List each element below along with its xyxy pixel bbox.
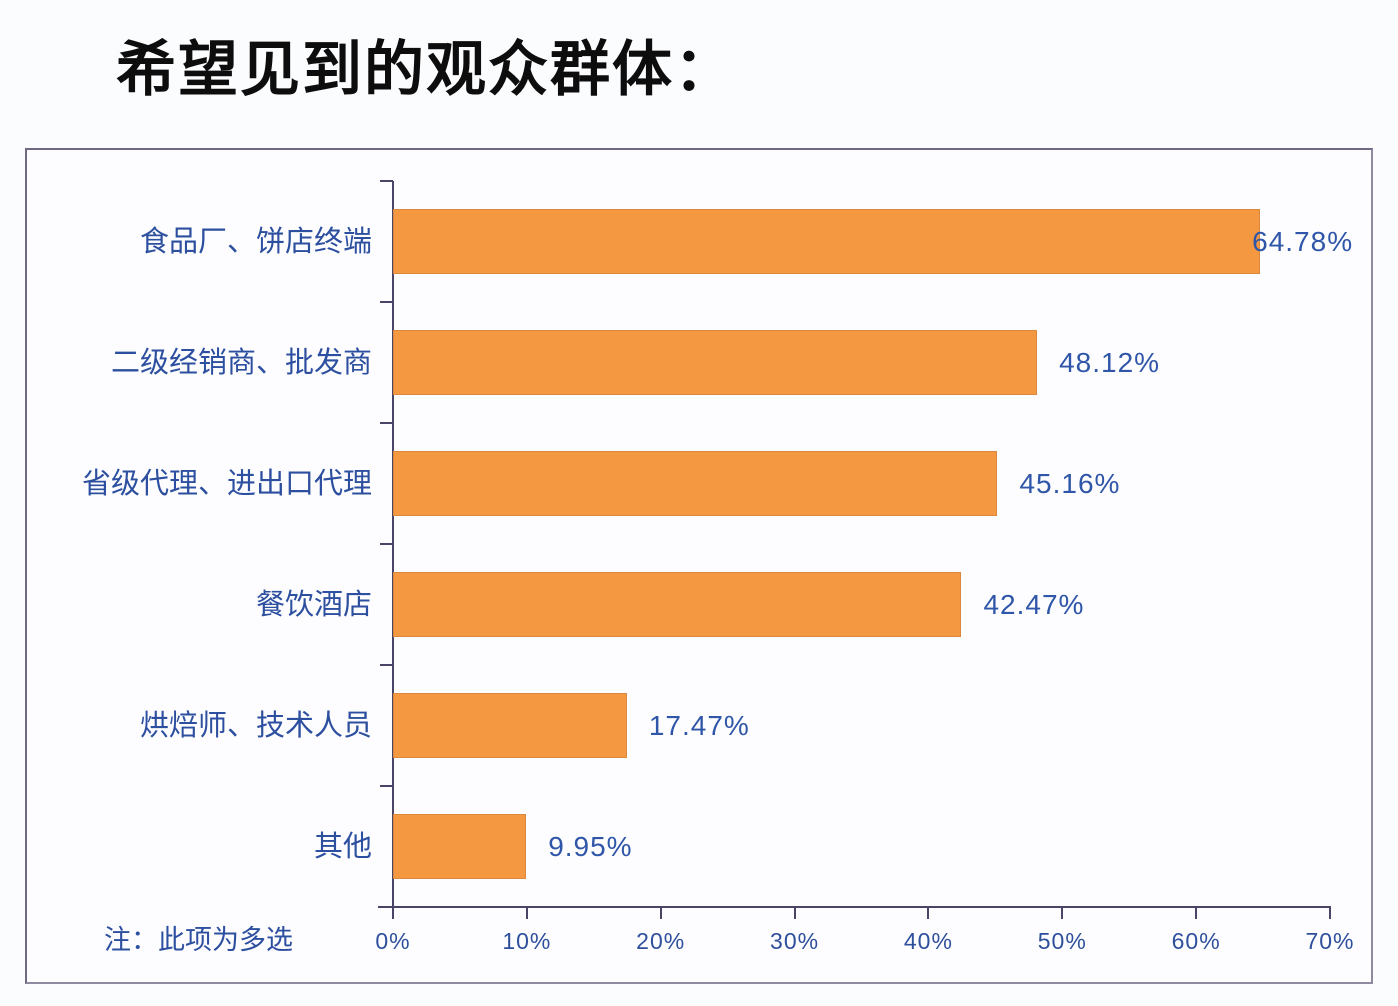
value-label: 64.78% [1252,225,1354,257]
value-label: 17.47% [648,709,750,741]
x-axis-tick-label: 50% [1037,928,1087,954]
value-label: 48.12% [1059,346,1161,378]
y-axis-tick [380,180,393,182]
y-axis-tick [380,664,393,666]
x-axis-tick-label: 60% [1171,928,1221,954]
y-axis-tick [380,301,393,303]
x-axis-tick-label: 30% [770,928,820,954]
category-label: 省级代理、进出口代理 [81,465,372,500]
bar-4 [393,692,627,758]
x-axis-tick-label: 70% [1305,928,1355,954]
x-axis-tick-label: 10% [502,928,552,954]
category-label: 其他 [313,828,372,863]
chart-frame [25,148,1373,984]
x-axis-tick [793,907,796,919]
x-axis-tick [1061,907,1064,919]
category-label: 食品厂、饼店终端 [139,223,372,258]
chart-title: 希望见到的观众群体： [116,35,736,105]
x-axis-tick-label: 20% [636,928,686,954]
category-label: 餐饮酒店 [255,586,372,621]
x-axis-tick [525,907,528,919]
value-label: 45.16% [1019,467,1121,499]
category-label: 烘焙师、技术人员 [139,707,372,742]
bar-1 [393,329,1038,395]
x-axis-tick [392,907,394,919]
x-axis-tick [1329,907,1331,919]
bar-0 [393,208,1261,274]
footnote: 注：此项为多选 [104,925,293,956]
x-axis-tick [659,907,662,919]
bar-5 [393,813,527,879]
value-label: 9.95% [548,830,633,862]
bar-2 [393,450,998,516]
x-axis-tick-label: 0% [375,928,411,954]
y-axis-tick [380,543,393,545]
y-axis-tick [380,422,393,424]
bar-3 [393,571,962,637]
y-axis-line [392,181,394,908]
x-axis-tick-label: 40% [903,928,953,954]
x-axis-tick [1195,907,1198,919]
y-axis-tick [380,906,393,908]
x-axis-line [378,906,1331,908]
value-label: 42.47% [983,588,1085,620]
y-axis-tick [380,785,393,787]
x-axis-tick [927,907,930,919]
category-label: 二级经销商、批发商 [110,344,372,379]
